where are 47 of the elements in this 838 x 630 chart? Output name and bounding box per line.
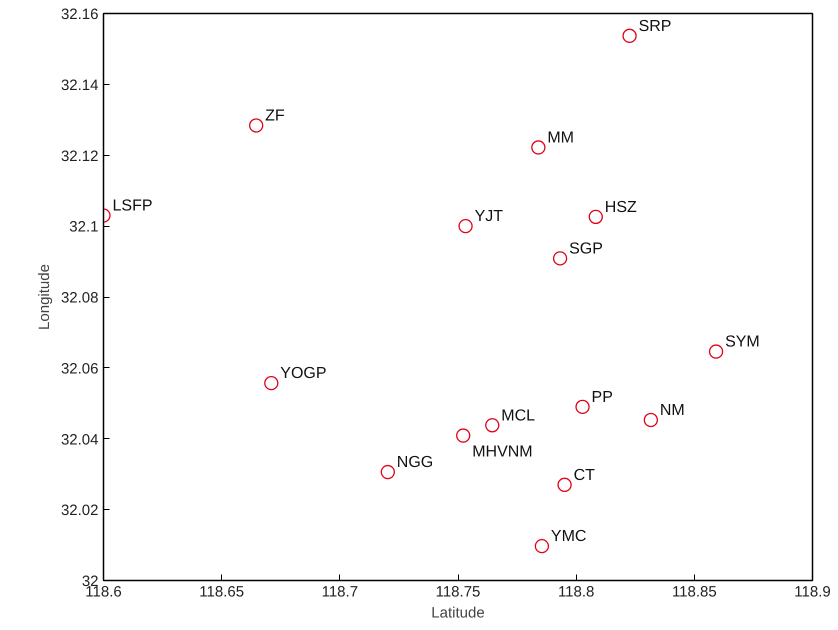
x-axis-title: Latitude: [431, 604, 485, 622]
point: [708, 344, 724, 359]
point: [458, 218, 473, 234]
y-axis-title: Longitude: [36, 264, 53, 330]
annotation: NM: [660, 402, 685, 419]
x-tick-label: 118.8: [558, 584, 594, 600]
x-tick-label: 118.75: [436, 584, 480, 600]
x-tick-label: 118.65: [199, 584, 244, 600]
x-tick-label: 118.85: [672, 584, 717, 600]
annotation: LSFP: [112, 197, 153, 214]
x-tick-label: 118.9: [794, 584, 831, 600]
y-tick-label: 32.02: [60, 502, 99, 520]
point: [264, 376, 278, 390]
annotation: CT: [574, 466, 596, 484]
y-tick-label: 32.16: [60, 6, 99, 23]
y-tick-label: 32.08: [60, 290, 99, 306]
y-tick-label: 32.12: [60, 148, 99, 165]
point: [575, 400, 590, 414]
x-tick-label: 118.7: [322, 584, 358, 600]
annotation: NGG: [396, 454, 434, 472]
y-tick-label: 32.06: [60, 360, 99, 378]
annotation: HSZ: [604, 198, 638, 216]
point: [531, 140, 546, 155]
annotation: MM: [547, 129, 574, 146]
annotation: SGP: [569, 240, 603, 258]
point: [485, 418, 500, 432]
annotation: YMC: [550, 528, 586, 546]
point: [249, 118, 264, 133]
point: [644, 412, 658, 428]
y-tick-label: 32.1: [69, 218, 99, 236]
annotation: ZF: [265, 107, 285, 124]
annotation: MHVNM: [472, 444, 533, 461]
point: [588, 210, 603, 224]
annotation: MCL: [501, 407, 536, 424]
point: [552, 251, 568, 266]
point: [534, 538, 550, 554]
annotation: PP: [592, 388, 613, 406]
annotation: YOGP: [280, 365, 327, 382]
point: [456, 428, 470, 443]
point: [622, 28, 637, 43]
point: [380, 464, 395, 480]
y-tick-label: 32.04: [60, 431, 99, 448]
annotation: SRP: [638, 18, 672, 35]
point: [557, 478, 572, 492]
annotation: SYM: [725, 334, 760, 351]
y-tick-label: 32.14: [60, 76, 99, 94]
annotation: YJT: [474, 208, 504, 226]
